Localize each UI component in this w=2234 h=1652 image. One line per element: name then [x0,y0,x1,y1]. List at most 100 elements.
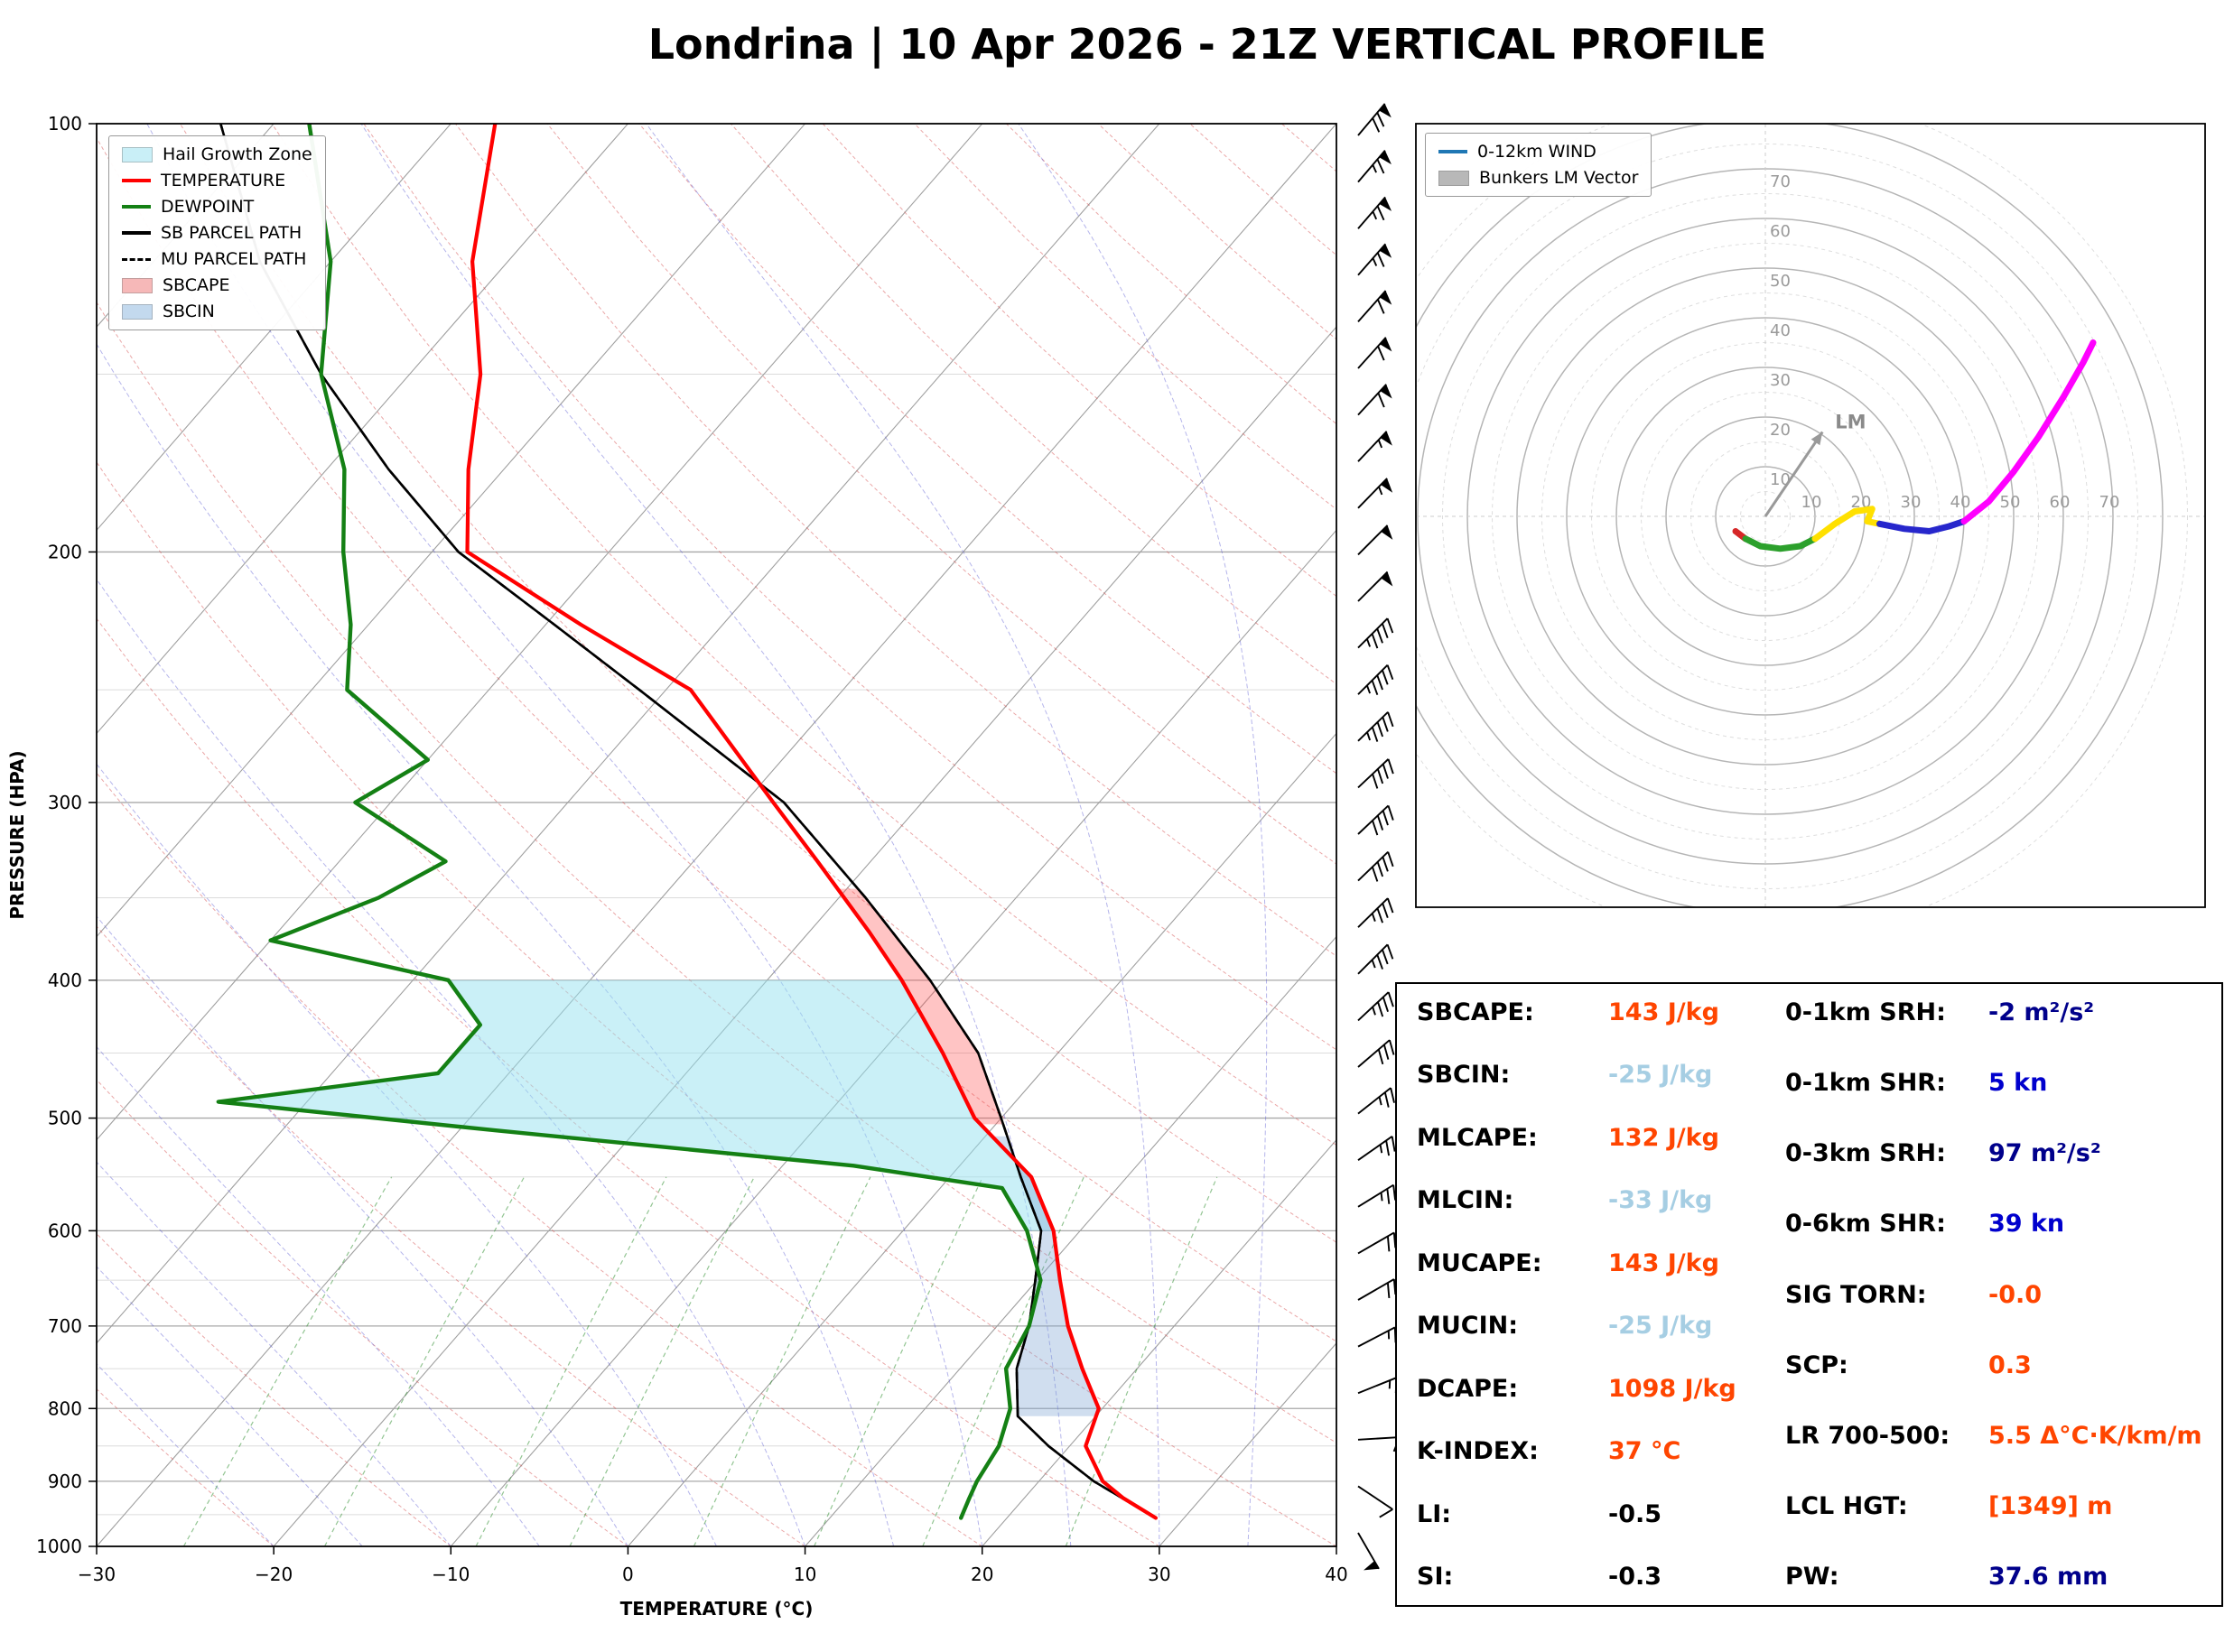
wind-barb-column [1357,103,1401,1571]
stat-value: -25 J/kg [1608,1061,1713,1090]
stat-label: LI: [1417,1499,1452,1528]
legend-swatch-line [122,205,151,209]
hodo-ring-label: 70 [1770,172,1791,191]
legend-swatch-line [122,179,151,182]
hodo-ring-label: 30 [1901,493,1922,512]
stat-label: MUCAPE: [1417,1248,1542,1277]
legend-item: Bunkers LM Vector [1438,168,1638,188]
bunkers-lm-vector [1764,431,1824,517]
dry-adiabat-line [455,124,1336,957]
legend-label: MU PARCEL PATH [161,249,307,269]
stat-label: SI: [1417,1562,1454,1591]
legend-swatch-patch [122,303,153,320]
wind-barb [1357,943,1389,975]
dry-adiabat-line [97,772,982,1546]
mixing-ratio-line [1065,1176,1218,1546]
legend-item: TEMPERATURE [122,171,312,190]
wind-barb [1357,1039,1391,1068]
hodo-ring-label: 30 [1770,371,1791,390]
wind-barb [1357,1231,1395,1255]
legend-item: MU PARCEL PATH [122,249,312,269]
isotherm-line [982,1138,1336,1546]
stat-value: 97 m²/s² [1988,1139,2101,1168]
stat-value: -0.3 [1608,1562,1662,1591]
wind-barb [1357,851,1389,882]
isotherm-line [97,124,451,532]
stat-value: -2 m²/s² [1988,998,2095,1026]
stat-row: 0-1km SHR: 5 kn [1785,1069,2210,1097]
hodo-ring [1416,124,2188,907]
temperature-tick-label: 10 [794,1564,816,1585]
wind-barb [1357,1485,1393,1510]
wind-barb [1357,617,1389,649]
legend-item: DEWPOINT [122,197,312,217]
mixing-ratio-line [814,1176,983,1546]
wind-barb [1357,1087,1392,1115]
legend-label: 0-12km WIND [1477,142,1596,162]
dry-adiabat-line [97,461,1336,1546]
stat-row: SCP: 0.3 [1785,1351,2210,1379]
hodo-ring-label: 40 [1770,321,1791,340]
mixing-ratio-line [693,1176,871,1546]
legend-swatch-line [122,257,151,261]
legend-swatch-patch [1438,170,1469,186]
stat-label: K-INDEX: [1417,1437,1539,1466]
legend-label: Bunkers LM Vector [1479,168,1639,188]
hodo-ring [1641,392,1890,641]
isotherm-line [97,124,1160,1344]
legend-swatch-line [122,231,151,235]
legend-item: 0-12km WIND [1438,142,1638,162]
stat-value: 1098 J/kg [1608,1374,1736,1403]
wind-barb [1357,758,1390,789]
pressure-tick-label: 600 [48,1220,82,1241]
legend-label: SBCAPE [163,275,230,295]
page-title: Londrina | 10 Apr 2026 - 21Z VERTICAL PR… [647,20,1767,69]
pressure-tick-label: 100 [48,113,82,135]
mixing-ratio-line [475,1176,667,1546]
moist-adiabat-line [97,1045,540,1546]
dry-adiabat-line [97,617,1160,1546]
hodo-ring-label: 10 [1770,470,1791,489]
wind-barb [1357,1377,1398,1395]
y-axis-title: PRESSURE (HPA) [6,750,28,919]
stat-value: 5.5 Δ°C·K/km/m [1988,1421,2202,1450]
hodo-ring-label: 50 [1770,272,1791,291]
temperature-tick-label: 0 [622,1564,634,1585]
legend-label: TEMPERATURE [161,171,286,190]
stat-row: K-INDEX: 37 °C [1417,1437,1773,1465]
stat-label: SCP: [1785,1350,1848,1379]
stat-row: LCL HGT: [1349] m [1785,1492,2210,1520]
hodo-trace-9-12km [1960,339,2097,524]
legend-label: DEWPOINT [161,197,255,217]
stat-row: 0-3km SRH: 97 m²/s² [1785,1139,2210,1167]
wind-barb [1357,1436,1400,1441]
wind-barb [1357,804,1390,835]
stat-label: MLCIN: [1417,1186,1514,1215]
dry-adiabat-line [97,1232,451,1546]
wind-barb [1357,664,1389,695]
pressure-tick-label: 200 [48,541,82,562]
stat-label: 0-1km SRH: [1785,998,1946,1026]
moist-adiabat-line [97,578,806,1546]
dry-adiabat-line [97,925,805,1546]
hodograph-legend: 0-12km WIND Bunkers LM Vector [1425,133,1652,197]
stat-row: SBCAPE: 143 J/kg [1417,998,1773,1026]
dry-adiabat-line [546,124,1336,865]
temperature-tick-label: 30 [1148,1564,1170,1585]
dry-adiabat-line [179,124,1336,1243]
legend-item: SBCIN [122,302,312,321]
hodograph-border [1415,123,2206,908]
hodo-ring-label: 50 [2000,493,2021,512]
wind-barb [1357,711,1389,742]
stats-left-column: SBCAPE: 143 J/kg SBCIN: -25 J/kg MLCAPE: 132 … [1417,998,1773,1591]
wind-barb [1357,1326,1396,1348]
stat-label: 0-3km SRH: [1785,1139,1946,1168]
skewt-border [96,123,1337,1547]
legend-item: SBCAPE [122,275,312,295]
stats-panel: SBCAPE: 143 J/kg SBCIN: -25 J/kg MLCAPE: 132 … [1395,982,2223,1607]
wind-barb [1357,337,1387,369]
pressure-tick-label: 900 [48,1471,82,1492]
hodo-ring [1416,144,2138,889]
legend-label: SB PARCEL PATH [161,223,303,243]
